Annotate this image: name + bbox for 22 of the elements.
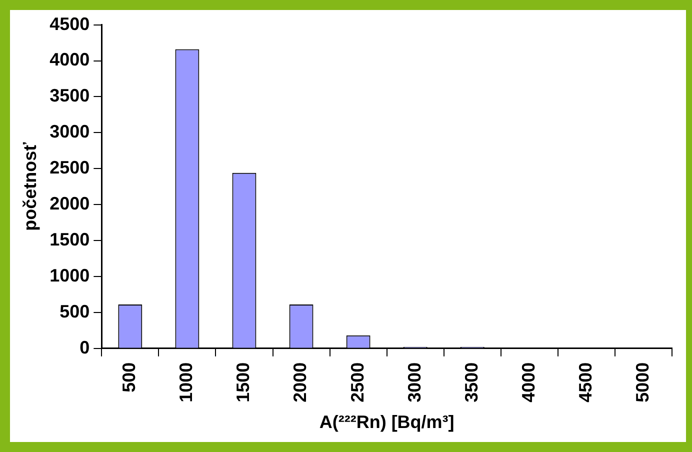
y-tick-label: 2500 (50, 158, 90, 178)
y-tick-label: 500 (60, 301, 90, 322)
x-tick-label: 4500 (575, 362, 596, 402)
y-tick-label: 1500 (50, 229, 90, 250)
x-tick-label: 2000 (290, 362, 310, 402)
y-tick-label: 4500 (50, 14, 90, 34)
y-tick-label: 4000 (50, 50, 90, 70)
x-tick-label: 1000 (176, 362, 196, 402)
y-tick-label: 0 (80, 337, 90, 358)
x-tick-label: 4000 (518, 362, 538, 402)
x-tick-label: 2500 (347, 362, 368, 402)
y-axis-title: početnosť (20, 142, 40, 231)
y-tick-label: 1000 (50, 265, 90, 286)
x-axis-title: A(²²²Rn) [Bq/m³] (319, 412, 454, 432)
x-tick-label: 3500 (461, 362, 482, 402)
y-tick-label: 2000 (50, 194, 90, 214)
y-tick-label: 3000 (50, 122, 90, 142)
x-tick-label: 3000 (404, 362, 424, 402)
y-tick-label: 3500 (50, 86, 90, 106)
x-tick-label: 500 (119, 362, 140, 392)
x-tick-label: 5000 (632, 362, 652, 402)
x-tick-label: 1500 (233, 362, 254, 402)
